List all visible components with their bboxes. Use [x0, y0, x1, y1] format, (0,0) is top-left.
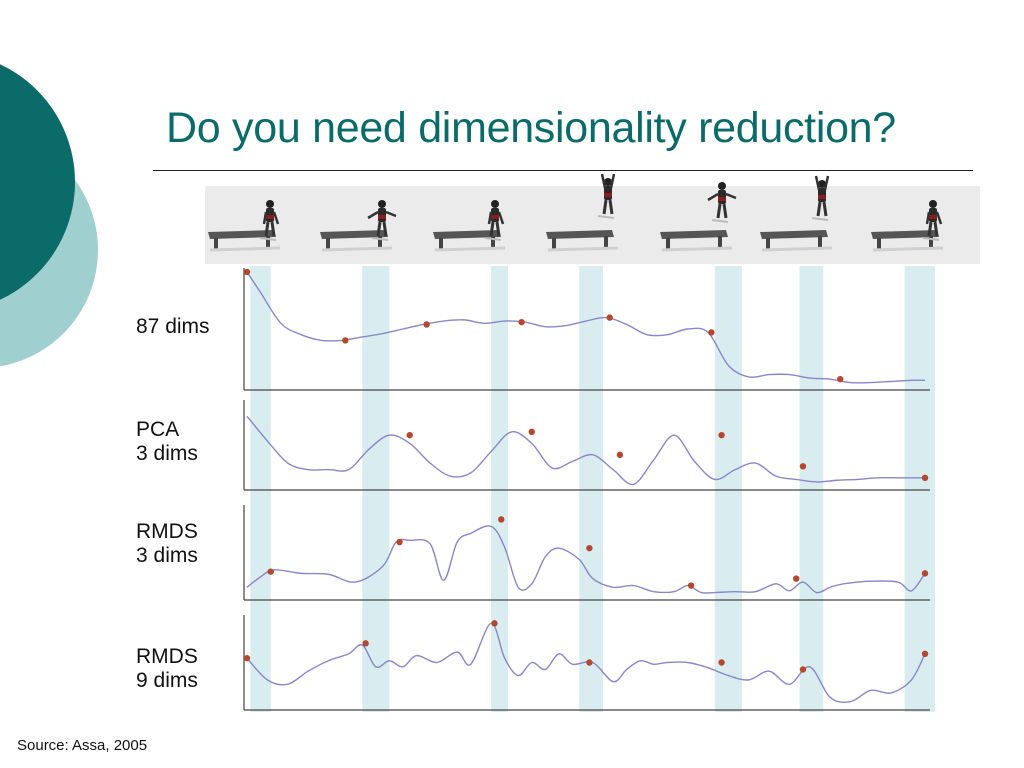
highlight-band-2: [362, 266, 390, 712]
jump-frame-2-icon: [320, 200, 397, 252]
panel-3: [243, 505, 930, 601]
key-point: [406, 431, 413, 439]
panel-label: PCA 3 dims: [136, 418, 198, 466]
key-point: [491, 620, 498, 627]
highlight-band-4: [579, 266, 603, 712]
slide-title: Do you need dimensionality reduction?: [166, 104, 896, 152]
key-point: [718, 431, 725, 439]
panel-label-line: PCA: [136, 418, 180, 441]
key-point: [606, 314, 613, 321]
panel-label-line: 87 dims: [136, 315, 210, 338]
key-point: [528, 428, 535, 436]
key-point: [498, 516, 505, 523]
panel-1: [243, 268, 930, 391]
panel-label: 87 dims: [136, 315, 210, 339]
jump-frame-5-icon: [660, 182, 737, 252]
key-point: [423, 321, 430, 328]
panel-4: [243, 615, 930, 711]
key-point: [708, 329, 715, 336]
key-point: [243, 654, 251, 662]
jump-frame-3-icon: [433, 200, 506, 252]
highlight-band-6: [799, 266, 824, 712]
panel-label-line: 9 dims: [136, 669, 198, 692]
highlight-bands: [250, 266, 935, 712]
key-point: [342, 337, 349, 344]
key-point: [837, 375, 844, 383]
key-point: [718, 659, 725, 666]
key-point: [362, 640, 369, 647]
key-point: [586, 659, 593, 666]
highlight-band-7: [904, 266, 935, 712]
series-line: [246, 622, 926, 704]
series-line: [246, 271, 926, 384]
panel-label-line: RMDS: [136, 520, 198, 543]
panel-label-line: 3 dims: [136, 442, 198, 465]
dark-teal-circle: [0, 64, 75, 300]
key-point: [267, 568, 274, 575]
key-point: [921, 474, 929, 481]
key-point: [799, 666, 807, 673]
curve-panels: [243, 268, 930, 711]
jump-frame-1-icon: [208, 200, 281, 252]
key-point: [792, 575, 800, 582]
panel-label: RMDS 9 dims: [136, 645, 198, 693]
key-point: [243, 268, 251, 276]
key-point: [518, 318, 525, 326]
highlight-band-5: [714, 266, 742, 712]
panel-label-line: RMDS: [136, 645, 198, 668]
key-point: [687, 582, 695, 589]
key-point: [921, 650, 929, 657]
panel-label-line: 3 dims: [136, 544, 198, 567]
jump-frame-4-icon: [546, 173, 619, 252]
highlight-band-3: [491, 266, 509, 712]
title-divider: [153, 170, 973, 171]
highlight-band-1: [250, 266, 271, 712]
key-point: [616, 451, 624, 459]
motion-strip-background: [205, 186, 980, 264]
jump-frame-6-icon: [760, 175, 833, 252]
key-point: [396, 538, 403, 546]
key-point: [586, 544, 593, 552]
key-point: [799, 463, 807, 470]
source-citation: Source: Assa, 2005: [17, 737, 148, 754]
jump-frame-7-icon: [871, 200, 944, 252]
series-line: [246, 525, 926, 594]
panel-2: [243, 400, 930, 491]
motion-strip: [205, 173, 980, 264]
series-line: [246, 415, 925, 486]
key-point: [921, 570, 929, 577]
panel-label: RMDS 3 dims: [136, 520, 198, 568]
